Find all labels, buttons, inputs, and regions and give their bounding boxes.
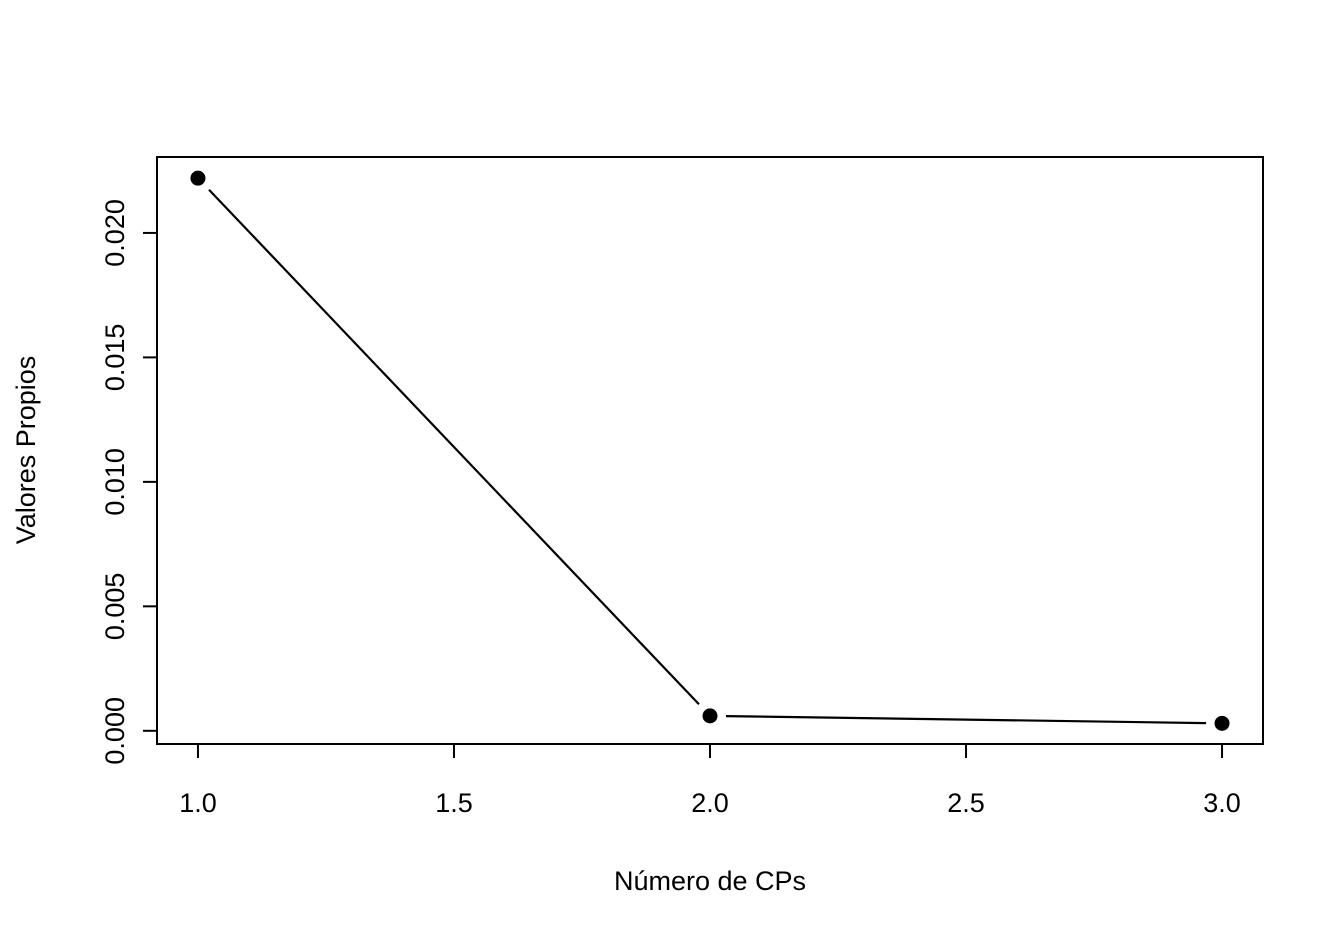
x-tick-label: 2.0: [691, 788, 729, 818]
data-point: [702, 708, 718, 724]
x-tick-label: 2.5: [947, 788, 985, 818]
x-axis: 1.0 1.5 2.0 2.5 3.0: [179, 743, 1241, 818]
data-point: [190, 170, 206, 186]
y-tick-label: 0.020: [100, 199, 130, 267]
y-tick-label: 0.010: [100, 448, 130, 516]
y-axis: 0.000 0.005 0.010 0.015 0.020: [100, 199, 158, 765]
plot-frame: [156, 156, 1264, 745]
data-point: [1214, 715, 1230, 731]
x-tick-label: 1.5: [435, 788, 473, 818]
y-tick-label: 0.005: [100, 573, 130, 641]
series-line: [208, 188, 1207, 725]
x-tick-label: 1.0: [179, 788, 217, 818]
line-segment: [725, 715, 1207, 725]
y-tick-label: 0.015: [100, 324, 130, 392]
y-axis-title: Valores Propios: [11, 356, 41, 545]
line-segment: [208, 188, 700, 706]
y-tick-label: 0.000: [100, 697, 130, 765]
series-points: [190, 170, 1230, 731]
x-axis-title: Número de CPs: [614, 866, 806, 896]
x-tick-label: 3.0: [1203, 788, 1241, 818]
